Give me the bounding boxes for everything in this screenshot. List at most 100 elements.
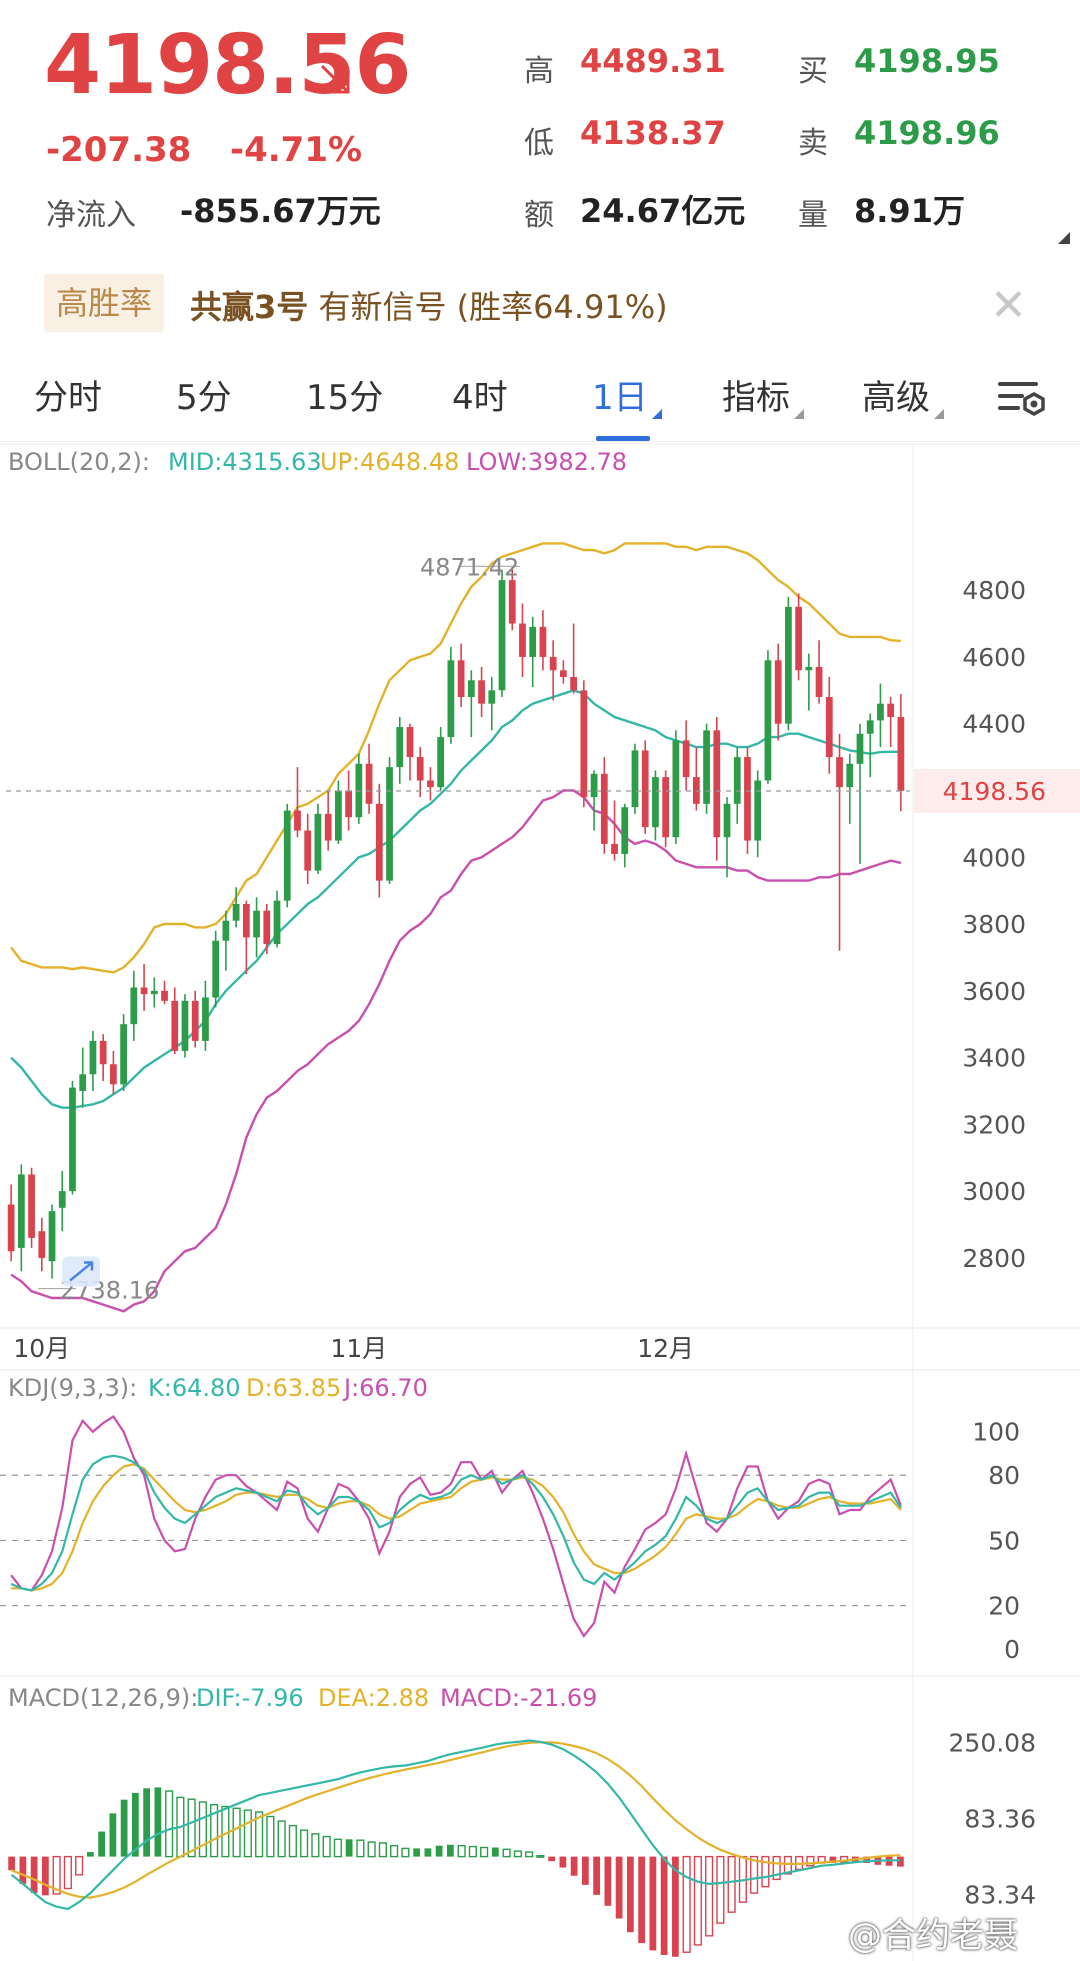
candle-up (856, 723, 864, 864)
candle-down (161, 980, 168, 1005)
candle-down (887, 697, 895, 748)
y-tick-label: 4800 (962, 576, 1026, 605)
candle-up (529, 616, 537, 687)
tab-15min[interactable]: 15分 (306, 370, 383, 419)
candle-body (498, 580, 506, 691)
candle-body (570, 676, 577, 691)
candle-body (467, 680, 475, 697)
candle-body (89, 1040, 97, 1075)
dropdown-icon (934, 409, 944, 419)
macd-histogram-bar (750, 1855, 759, 1894)
chart-settings-icon[interactable] (996, 374, 1048, 426)
tab-timeshare[interactable]: 分时 (34, 370, 102, 419)
candle-body (549, 656, 557, 671)
candle-up (355, 753, 363, 824)
tab-1day[interactable]: 1日 (592, 370, 662, 419)
candle-body (58, 1191, 66, 1208)
candle-body (877, 703, 884, 721)
candle-body (488, 690, 496, 704)
candle-up (130, 970, 138, 1041)
macd-histogram-bar (288, 1824, 297, 1858)
ask-value: 4198.96 (854, 114, 1000, 152)
tab-4hour[interactable]: 4时 (452, 370, 508, 419)
candle-body (222, 920, 230, 941)
candle-down (774, 643, 782, 741)
candle-down (600, 757, 608, 854)
macd-histogram-bar (266, 1815, 275, 1858)
candle-down (140, 964, 148, 1011)
candle-body (324, 813, 332, 841)
tab-label: 分时 (34, 378, 102, 418)
kdj-d-legend: D:63.85 (246, 1374, 341, 1402)
candle-body (825, 697, 833, 758)
candle-up (590, 770, 598, 831)
candle-body (212, 940, 220, 998)
macd-histogram-bar (457, 1844, 466, 1858)
candle-body (202, 997, 209, 1041)
candle-body (110, 1064, 117, 1085)
volume-value: 8.91万 (854, 192, 965, 230)
tab-label: 1日 (592, 378, 648, 418)
candle-down (713, 717, 721, 861)
amount-label: 额 (524, 198, 554, 233)
kdj-y-tick: 80 (988, 1461, 1020, 1490)
candle-down (825, 676, 833, 774)
candle-up (396, 717, 404, 784)
bid-label: 买 (798, 54, 828, 89)
macd-histogram-bar (660, 1856, 668, 1955)
candle-body (130, 987, 138, 1025)
macd-histogram-bar (536, 1854, 545, 1858)
tab-advanced[interactable]: 高级 (862, 370, 944, 419)
candle-body (887, 703, 895, 718)
candle-up (672, 730, 680, 844)
candle-body (785, 606, 792, 724)
macd-histogram-bar (52, 1855, 61, 1895)
tab-5min[interactable]: 5分 (176, 370, 232, 419)
macd-histogram-bar (413, 1848, 420, 1857)
macd-histogram-bar (165, 1790, 174, 1858)
y-tick-label: 4000 (962, 843, 1026, 872)
last-price-tag (914, 768, 1080, 813)
macd-histogram-bar (390, 1844, 399, 1858)
netflow-value: -855.67万元 (180, 192, 381, 230)
macd-histogram-bar (63, 1855, 72, 1890)
candle-body (314, 813, 322, 871)
candle-down (897, 693, 905, 812)
signal-banner[interactable]: 高胜率 共赢3号 有新信号 (胜率64.91%) ✕ (0, 270, 1080, 342)
candle-down (641, 740, 649, 834)
candle-body (866, 720, 874, 734)
candle-body (7, 1204, 15, 1252)
candle-body (263, 910, 271, 945)
kdj-legend: KDJ(9,3,3): K:64.80 D:63.85 J:66.70 (8, 1374, 428, 1402)
kdj-y-tick: 50 (988, 1526, 1020, 1555)
candle-body (519, 623, 526, 657)
candle-body (28, 1174, 35, 1238)
candle-body (590, 773, 598, 798)
close-icon[interactable]: ✕ (990, 280, 1027, 331)
macd-histogram-bar (638, 1856, 645, 1944)
boll-up-legend: UP:4648.48 (320, 448, 459, 476)
candle-up (335, 780, 342, 844)
candle-up (48, 1204, 56, 1279)
candle-body (703, 730, 710, 804)
macd-histogram-bar (806, 1855, 815, 1867)
candle-body (191, 1000, 199, 1041)
candle-down (662, 770, 670, 848)
expand-corner-icon[interactable] (1058, 232, 1070, 244)
y-tick-label: 2800 (962, 1244, 1026, 1273)
tab-indicators[interactable]: 指标 (722, 370, 804, 419)
x-tick-label: 12月 (637, 1334, 694, 1363)
last-price: 4198.56 (44, 18, 411, 113)
candle-up (703, 723, 710, 814)
candle-up (232, 887, 240, 928)
candle-down (324, 790, 332, 851)
candle-down (191, 990, 199, 1048)
macd-histogram-bar (424, 1848, 432, 1857)
candle-down (815, 640, 823, 704)
candle-up (621, 803, 629, 868)
candle-body (99, 1040, 107, 1065)
macd-histogram-bar (559, 1856, 567, 1868)
macd-histogram-bar (705, 1855, 714, 1937)
candle-up (181, 994, 189, 1058)
